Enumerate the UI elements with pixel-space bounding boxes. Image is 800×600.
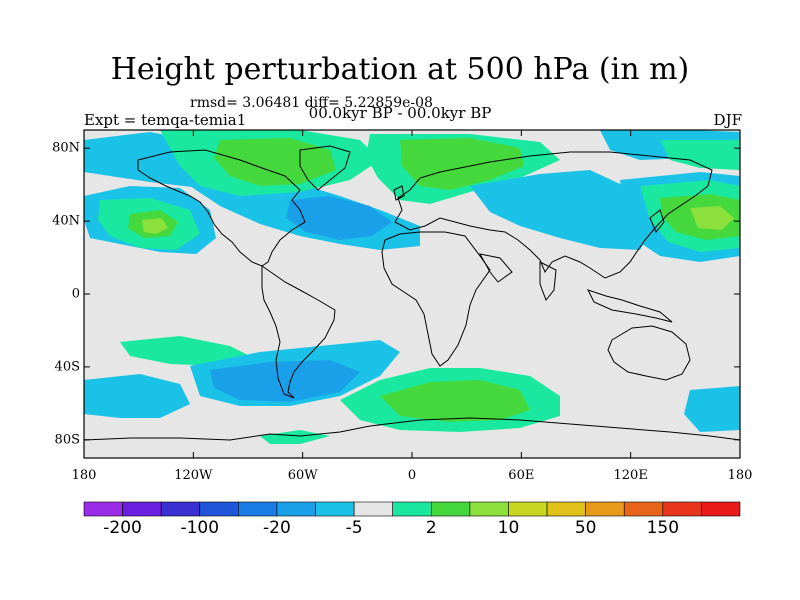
coast-eurasia: [394, 151, 713, 279]
x-tick-label: 180: [71, 468, 97, 483]
y-tick-label: 80N: [52, 140, 80, 156]
contour-region: [120, 336, 250, 366]
contour-region: [400, 138, 524, 190]
colorbar-label: 50: [574, 518, 597, 538]
colorbar-swatch: [199, 501, 239, 517]
coast-north-america: [137, 149, 306, 267]
colorbar-swatch: [353, 501, 394, 517]
colorbar-label: 150: [646, 518, 680, 538]
colorbar-swatch: [238, 501, 278, 517]
colorbar-swatch: [160, 501, 201, 517]
contour-region: [380, 380, 530, 422]
coastlines: [84, 145, 740, 441]
contour-region: [286, 196, 392, 240]
x-tick-label: 120E: [613, 468, 648, 483]
map-title: Height perturbation at 500 hPa (in m): [110, 52, 690, 87]
colorbar-label: -5: [345, 518, 363, 538]
colorbar-label: -200: [103, 518, 142, 538]
coast-australia: [607, 325, 691, 381]
colorbar-swatch: [469, 501, 509, 517]
coast-africa: [381, 231, 491, 367]
season-label: DJF: [713, 111, 742, 129]
axis-ticks: [83, 130, 741, 458]
colorbar-swatch: [430, 501, 471, 517]
coast-japan: [649, 209, 665, 233]
colorbar-label: 10: [497, 518, 520, 538]
contour-region: [684, 386, 740, 432]
coast-maritime-asia: [587, 289, 673, 323]
colorbar-swatch: [701, 501, 741, 517]
colorbar-swatch: [122, 501, 162, 517]
coast-british-isles: [393, 185, 405, 201]
coast-south-america: [261, 265, 336, 399]
colorbar-swatch: [623, 501, 664, 517]
colorbar-swatch: [315, 501, 355, 517]
colorbar: [83, 501, 741, 517]
colorbar-swatch: [585, 501, 625, 517]
coast-arabia: [479, 253, 513, 283]
experiment-label: Expt = temqa-temia1: [84, 111, 247, 129]
coast-greenland: [299, 145, 351, 191]
coast-india: [539, 261, 557, 301]
coast-antarctica: [84, 417, 740, 441]
contour-region: [260, 430, 330, 444]
colorbar-label: -20: [263, 518, 291, 538]
contour-region: [690, 206, 734, 230]
contour-region: [142, 218, 168, 234]
y-tick-label: 40N: [52, 213, 80, 229]
x-tick-label: 60E: [508, 468, 535, 483]
contour-region: [470, 170, 650, 250]
y-tick-label: 40S: [54, 359, 80, 375]
y-tick-label: 0: [71, 286, 80, 302]
colorbar-label: 2: [425, 518, 437, 538]
x-tick-label: 120W: [174, 468, 213, 483]
contour-region: [210, 360, 360, 402]
y-tick-label: 80S: [54, 432, 80, 448]
x-tick-label: 180: [727, 468, 753, 483]
x-tick-label: 0: [407, 468, 417, 483]
contour-region: [214, 138, 336, 186]
colorbar-swatch: [662, 501, 702, 517]
contour-region: [660, 140, 740, 170]
x-tick-label: 60W: [287, 468, 318, 483]
field-layer: [84, 130, 740, 458]
contour-region: [84, 374, 190, 418]
stats-label: rmsd= 3.06481 diff= 5.22859e-08: [190, 95, 433, 111]
colorbar-swatch: [392, 501, 432, 517]
period-label: 00.0kyr BP - 00.0kyr BP: [308, 104, 492, 122]
colorbar-swatch: [546, 501, 586, 517]
colorbar-label: -100: [180, 518, 220, 538]
colorbar-swatch: [276, 501, 316, 517]
colorbar-swatch: [83, 501, 123, 517]
colorbar-swatch: [508, 501, 548, 517]
